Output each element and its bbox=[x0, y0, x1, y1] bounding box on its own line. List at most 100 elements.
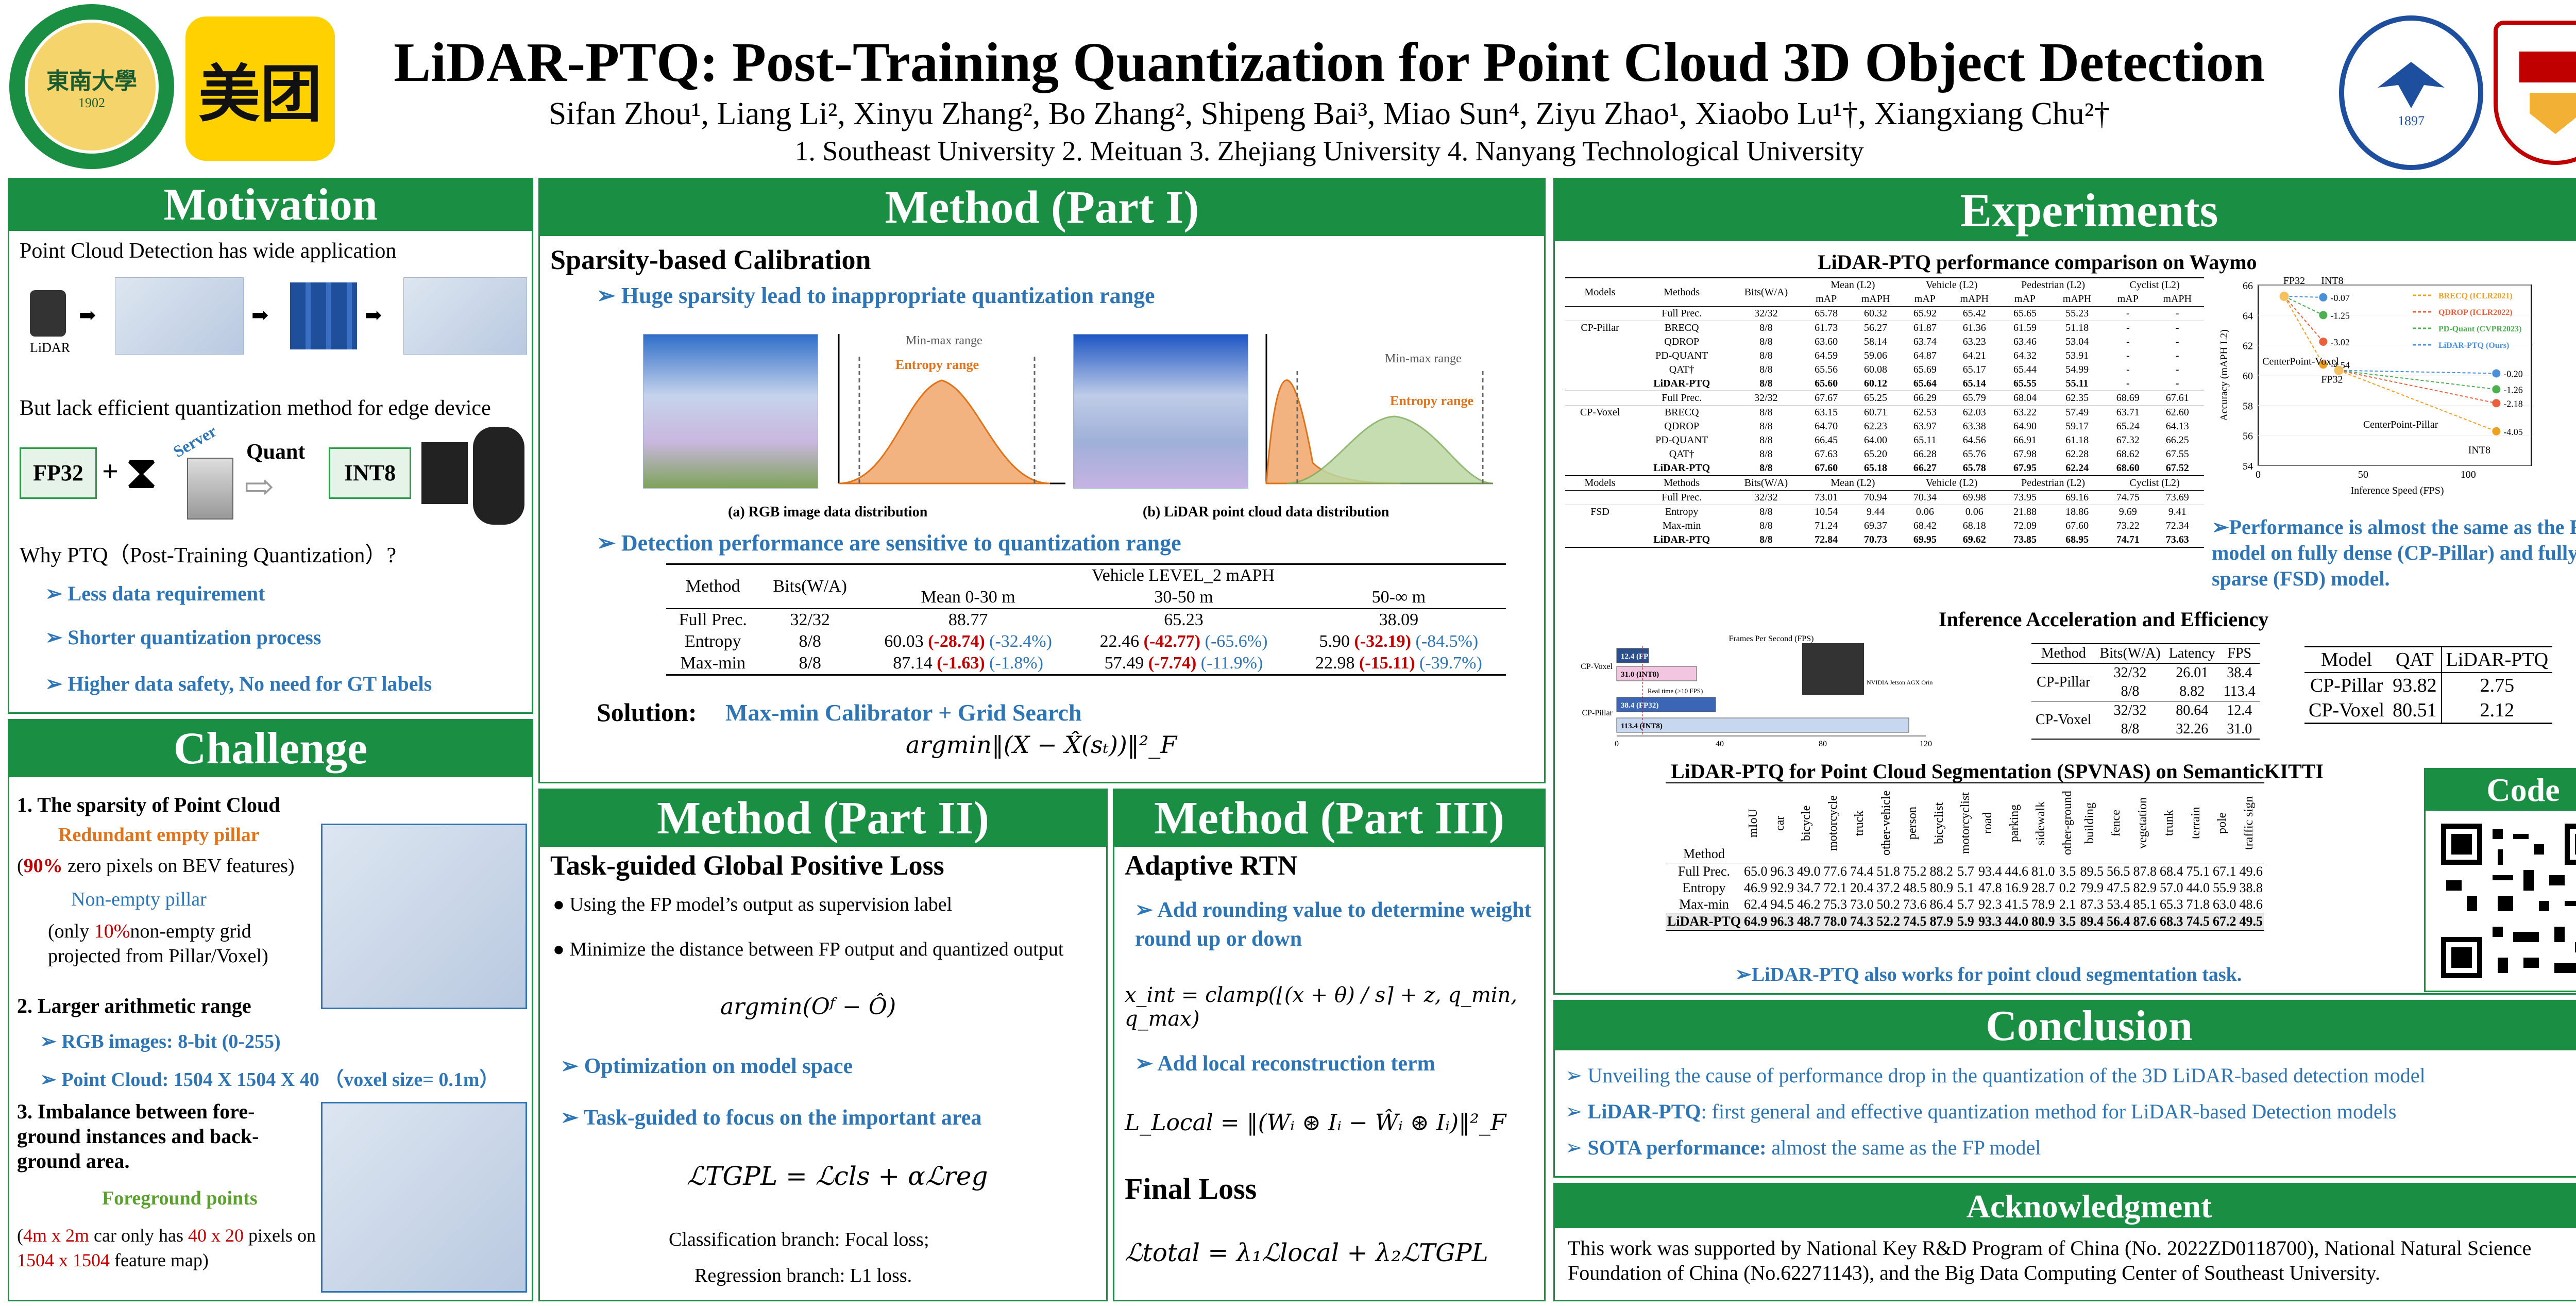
table-cell: 64.59 bbox=[1815, 350, 1838, 361]
table-cell: 65.69 bbox=[1913, 364, 1937, 375]
table-cell: 41.5 bbox=[2005, 897, 2029, 912]
table-header: Models bbox=[1584, 477, 1616, 489]
table-header: Models bbox=[1584, 286, 1616, 298]
table-header: terrain bbox=[2185, 783, 2212, 863]
table-cell: 59.06 bbox=[1863, 350, 1887, 361]
table-row: CP-Pillar 32/32 26.01 38.4 bbox=[2037, 665, 2252, 690]
table-header: Mean (L2) bbox=[1831, 477, 1875, 489]
table-cell: 3.5 bbox=[2059, 864, 2076, 879]
table-cell: 28.7 bbox=[2031, 880, 2055, 895]
zero-pixels-text: (90% zero pixels on BEV features) bbox=[17, 855, 295, 877]
table-cell: - bbox=[2175, 364, 2179, 375]
fp32-point bbox=[2334, 365, 2344, 375]
column-label: other-ground bbox=[2060, 791, 2074, 856]
table-cell: 68.95 bbox=[2065, 534, 2089, 545]
trend-line bbox=[2284, 295, 2324, 316]
table-cell: 48.7 bbox=[1797, 914, 1821, 929]
waymo-table: Models Methods Bits(W/A) Mean (L2) Vehicle (… bbox=[1565, 277, 2204, 548]
fp32-point bbox=[2279, 291, 2289, 301]
table-cell: 60.12 bbox=[1863, 378, 1887, 389]
method2-b3: ➢ Optimization on model space bbox=[561, 1054, 853, 1078]
fps-bar bbox=[1616, 717, 1909, 733]
table-cell: Max-min bbox=[1679, 897, 1729, 912]
table-cell: 55.9 bbox=[2213, 880, 2236, 895]
column-label: fence bbox=[2109, 810, 2123, 836]
table-cell: 68.62 bbox=[2116, 448, 2140, 460]
column-label: vegetation bbox=[2136, 797, 2149, 849]
fps-bar-label: 31.0 (INT8) bbox=[1621, 671, 1659, 679]
table-cell: 75.3 bbox=[1823, 897, 1848, 912]
table-cell: 8/8 bbox=[1759, 462, 1773, 474]
table-header: parking bbox=[2004, 783, 2030, 863]
table-cell: 61.73 bbox=[1815, 322, 1838, 333]
table-cell: 67.98 bbox=[2013, 448, 2037, 460]
affiliations: 1. Southeast University 2. Meituan 3. Zh… bbox=[794, 136, 1864, 166]
table-cell: 8/8 bbox=[1759, 506, 1773, 517]
motivation-line1: Point Cloud Detection has wide applicati… bbox=[20, 239, 397, 263]
detection-result-image bbox=[403, 277, 527, 355]
server-label: Server bbox=[170, 421, 220, 461]
method3-sub: Adaptive RTN bbox=[1125, 850, 1298, 881]
column-label: mIoU bbox=[1747, 809, 1760, 838]
table-cell bbox=[1565, 391, 1635, 406]
table-cell: 70.94 bbox=[1863, 492, 1887, 503]
table-row: Full Prec. 32/32 67.67 65.25 66.29 65.79 68.04… bbox=[1565, 391, 2204, 406]
table-cell: 8/8 bbox=[1759, 322, 1773, 333]
table-header: other-ground bbox=[2057, 783, 2079, 863]
segmentation-table: Method mIoU car bicycle motorcycle truck other… bbox=[1666, 782, 2264, 931]
int8-point bbox=[2492, 399, 2501, 408]
table-cell: 62.28 bbox=[2065, 448, 2089, 460]
table-cell: 89.4 bbox=[2080, 914, 2104, 929]
table-row: Full Prec. 32/32 73.01 70.94 70.34 69.98 73.95… bbox=[1565, 491, 2204, 505]
table-cell: 60.71 bbox=[1863, 407, 1887, 418]
seu-logo: 東南大學 1902 bbox=[9, 4, 174, 169]
qat-cost-table: Model QAT LiDAR-PTQ CP-Pillar 93.82 2.75 CP-… bbox=[2304, 646, 2553, 724]
table-row: QDROP 8/8 64.70 62.23 63.97 63.38 64.90 59.17 65… bbox=[1565, 420, 2204, 433]
method1-sub: Sparsity-based Calibration bbox=[550, 244, 871, 275]
table-cell bbox=[1565, 377, 1635, 391]
table-cell: 73.22 bbox=[2116, 520, 2140, 531]
table-cell: 65.79 bbox=[1962, 392, 1986, 404]
method2-header: Method (Part II) bbox=[540, 790, 1106, 847]
table-cell: 8/8 bbox=[1759, 364, 1773, 375]
table-row: CP-Voxel 80.51 2.12 bbox=[2304, 698, 2553, 724]
delta-label: -0.07 bbox=[2330, 293, 2350, 303]
network-blocks-icon bbox=[290, 282, 357, 349]
table-cell bbox=[1565, 533, 1635, 547]
arrow-icon: ➡ bbox=[251, 304, 269, 327]
table-cell: 8/8 bbox=[1759, 421, 1773, 432]
eagle-icon bbox=[2378, 62, 2445, 108]
table-row: Max-min 8/8 71.24 69.37 68.42 68.18 72.09 67.60… bbox=[1565, 519, 2204, 533]
delta-label: -2.18 bbox=[2503, 398, 2523, 409]
column-label: building bbox=[2082, 802, 2096, 844]
qr-code-icon[interactable] bbox=[2436, 818, 2576, 983]
point-annotation: CenterPoint-Voxel bbox=[2262, 356, 2339, 367]
waymo-title: LiDAR-PTQ performance comparison on Waym… bbox=[1818, 250, 2257, 274]
method2-b4: ➢ Task-guided to focus on the important … bbox=[561, 1106, 982, 1130]
x-tick-label: 50 bbox=[2358, 469, 2368, 480]
table-row: 8/8 8.82 113.4 bbox=[2121, 683, 2256, 699]
trend-line bbox=[2338, 370, 2497, 374]
column-label: terrain bbox=[2189, 807, 2202, 840]
legend-label: LiDAR-PTQ (Ours) bbox=[2438, 341, 2509, 350]
minmax-label-b: Min-max range bbox=[1385, 352, 1462, 365]
table-cell: 44.6 bbox=[2005, 864, 2029, 879]
th-bits: Bits(W/A) bbox=[773, 577, 847, 596]
table-cell: 64.13 bbox=[2165, 421, 2189, 432]
table-cell: 48.6 bbox=[2239, 897, 2263, 912]
int8-point bbox=[2319, 337, 2328, 346]
table-cell: 61.18 bbox=[2065, 434, 2089, 446]
table-cell: 67.52 bbox=[2165, 462, 2189, 474]
table-cell: QAT† bbox=[1669, 448, 1694, 460]
column-label: Method bbox=[1683, 846, 1725, 861]
table-cell: 57.49 bbox=[2065, 407, 2089, 418]
table-cell: 0.06 bbox=[1965, 506, 1984, 517]
ack-header: Acknowledgment bbox=[1555, 1184, 2576, 1228]
table-cell: 73.01 bbox=[1815, 492, 1838, 503]
table-header: other-vehicle bbox=[1875, 783, 1902, 863]
table-cell: 65.25 bbox=[1863, 392, 1887, 404]
column-label: motorcycle bbox=[1826, 795, 1840, 851]
table-cell: 63.15 bbox=[1815, 407, 1838, 418]
x-tick-label: 100 bbox=[2461, 469, 2476, 480]
table-cell: 56.4 bbox=[2107, 914, 2130, 929]
